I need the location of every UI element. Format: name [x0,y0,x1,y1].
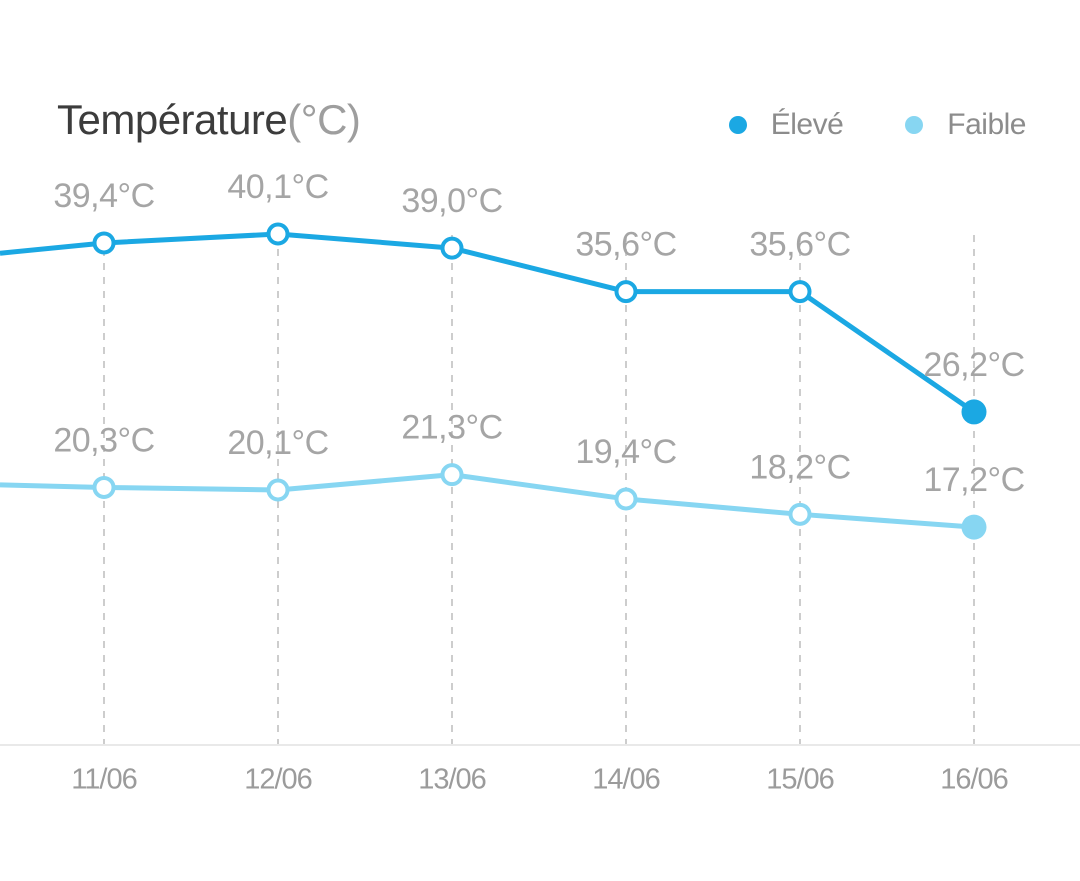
chart-title-text: Température [57,96,288,143]
point-label-eleve-12/06: 40,1°C [227,168,328,206]
marker-eleve-12/06 [266,222,290,246]
point-label-faible-13/06: 21,3°C [401,409,502,447]
faible-series-dot-icon [905,116,924,134]
marker-eleve-11/06 [92,231,116,255]
legend-item-faible: Faible [905,108,1026,142]
x-axis-label-14/06: 14/06 [592,764,660,796]
point-label-faible-14/06: 19,4°C [575,433,676,471]
point-label-faible-15/06: 18,2°C [749,448,850,486]
x-axis-label-12/06: 12/06 [244,764,312,796]
legend-item-eleve: Élevé [728,108,844,142]
legend-label-eleve: Élevé [770,108,844,141]
marker-faible-15/06 [788,502,812,526]
marker-faible-16/06-filled [961,514,987,540]
legend-label-faible: Faible [947,108,1026,141]
x-axis-label-15/06: 15/06 [766,764,834,796]
chart-title-unit: (°C) [287,96,361,143]
point-label-faible-16/06: 17,2°C [923,461,1024,499]
point-label-eleve-15/06: 35,6°C [749,226,850,264]
point-label-faible-11/06: 20,3°C [53,421,154,459]
point-label-eleve-13/06: 39,0°C [401,182,502,220]
point-label-eleve-14/06: 35,6°C [575,226,676,264]
x-axis-label-13/06: 13/06 [418,764,486,796]
point-label-faible-12/06: 20,1°C [227,424,328,462]
marker-eleve-16/06-filled [961,399,987,425]
marker-faible-14/06 [614,487,638,511]
marker-eleve-13/06 [440,236,464,260]
x-axis-label-11/06: 11/06 [71,764,136,796]
eleve-series-dot-icon [728,116,747,134]
marker-faible-11/06 [92,475,116,499]
marker-faible-12/06 [266,478,290,502]
point-label-eleve-16/06: 26,2°C [923,346,1024,384]
marker-eleve-14/06 [614,280,638,304]
marker-eleve-15/06 [788,280,812,304]
point-label-eleve-11/06: 39,4°C [53,177,154,215]
chart-title: Température(°C) [57,96,361,144]
chart-legend: Élevé Faible [728,108,1026,142]
marker-faible-13/06 [440,463,464,487]
x-axis-label-16/06: 16/06 [940,764,1008,796]
